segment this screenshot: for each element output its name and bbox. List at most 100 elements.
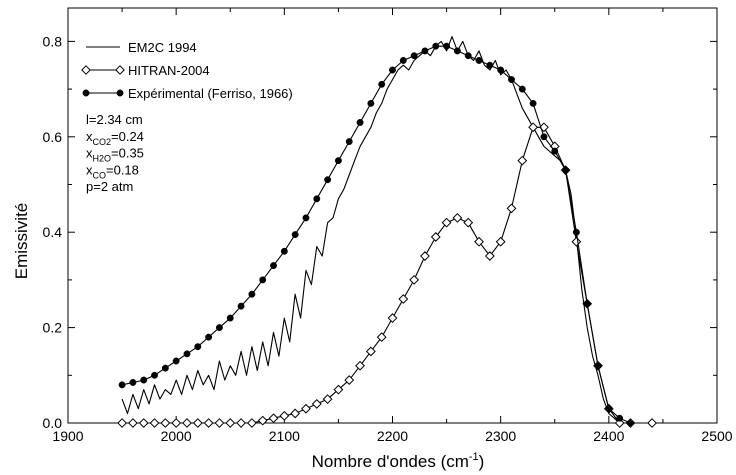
- data-point: [279, 410, 290, 421]
- data-point: [171, 418, 182, 428]
- data-point: [117, 418, 127, 428]
- data-point: [506, 203, 517, 214]
- series-line: [122, 126, 653, 424]
- series-2: [118, 42, 634, 427]
- data-point: [399, 57, 407, 64]
- data-point: [539, 122, 549, 133]
- y-tick-label: 0.4: [43, 224, 63, 240]
- parameter-annotation: xH2O=0.35: [86, 146, 144, 164]
- y-tick-label: 0.8: [43, 33, 63, 49]
- data-point: [138, 418, 149, 428]
- data-point: [205, 333, 213, 341]
- data-point: [192, 418, 203, 428]
- data-point: [182, 418, 192, 428]
- data-point: [376, 332, 387, 343]
- data-point: [365, 346, 376, 357]
- data-point: [257, 415, 268, 426]
- data-point: [140, 376, 148, 384]
- data-point: [356, 119, 364, 126]
- data-point: [237, 302, 245, 310]
- data-point: [452, 212, 463, 223]
- data-point: [443, 42, 451, 50]
- data-point: [616, 414, 624, 422]
- data-point: [528, 122, 539, 133]
- y-tick-label: 0.2: [43, 320, 63, 336]
- data-point: [474, 236, 484, 247]
- data-point: [518, 85, 526, 93]
- data-point: [160, 418, 171, 428]
- data-point: [214, 418, 225, 428]
- data-point: [129, 379, 137, 386]
- data-point: [453, 47, 461, 55]
- series-0: [121, 36, 653, 424]
- parameter-annotation: xCO2=0.24: [86, 129, 144, 147]
- y-axis-title: Emissivité: [12, 203, 31, 280]
- data-point: [441, 217, 452, 228]
- data-point: [529, 99, 537, 107]
- legend-label: HITRAN-2004: [128, 63, 210, 78]
- data-point: [420, 251, 430, 261]
- data-point: [410, 52, 418, 60]
- data-point: [475, 57, 483, 64]
- data-point: [572, 228, 580, 236]
- data-point: [367, 99, 375, 107]
- data-point: [127, 418, 138, 428]
- data-point: [183, 350, 191, 358]
- x-tick-label: 2200: [377, 428, 408, 444]
- data-point: [324, 176, 332, 184]
- data-point: [246, 418, 257, 428]
- data-point: [594, 362, 602, 370]
- data-point: [291, 231, 299, 239]
- data-point: [151, 371, 158, 379]
- data-point: [562, 166, 570, 174]
- x-axis-title-sup: -1: [469, 451, 479, 463]
- data-point: [333, 384, 344, 395]
- data-point: [495, 236, 506, 247]
- x-axis-title-main: Nombre d'ondes (cm: [312, 452, 469, 471]
- data-point: [378, 80, 386, 88]
- data-point: [355, 360, 365, 371]
- x-axis-title-end: ): [479, 452, 485, 471]
- x-tick-label: 2000: [161, 428, 192, 444]
- data-point: [149, 418, 160, 428]
- data-point: [432, 42, 440, 50]
- data-point: [627, 419, 634, 427]
- data-point: [161, 364, 169, 372]
- x-tick-label: 2300: [485, 428, 516, 444]
- series-1: [117, 122, 658, 428]
- data-point: [508, 76, 515, 84]
- data-point: [302, 214, 310, 222]
- data-point: [270, 262, 277, 270]
- data-point: [311, 399, 322, 409]
- legend-entry: HITRAN-2004: [81, 63, 210, 78]
- series-line: [121, 45, 631, 424]
- data-point: [194, 343, 202, 351]
- legend-entry: EM2C 1994: [86, 40, 197, 55]
- parameter-annotation: l=2.34 cm: [86, 112, 143, 127]
- x-tick-label: 1900: [52, 428, 83, 444]
- data-point: [215, 324, 223, 332]
- parameter-annotation: p=2 atm: [86, 179, 133, 194]
- data-point: [389, 66, 396, 74]
- data-point: [484, 251, 495, 261]
- data-point: [248, 290, 256, 298]
- data-point: [421, 47, 429, 55]
- data-point: [571, 236, 582, 247]
- data-point: [301, 403, 311, 414]
- data-point: [409, 274, 420, 285]
- data-point: [486, 61, 494, 69]
- parameter-annotation: xCO=0.18: [86, 162, 139, 180]
- data-point: [280, 247, 288, 255]
- data-point: [430, 232, 441, 242]
- data-point: [322, 394, 333, 405]
- data-point: [551, 147, 559, 155]
- data-point: [344, 375, 355, 385]
- legend-marker: [82, 89, 90, 97]
- data-point: [345, 138, 353, 146]
- x-tick-label: 2100: [269, 428, 300, 444]
- legend-label: Expérimental (Ferriso, 1966): [128, 86, 293, 101]
- series-line: [121, 36, 653, 424]
- data-point: [517, 155, 528, 166]
- data-point: [605, 405, 613, 413]
